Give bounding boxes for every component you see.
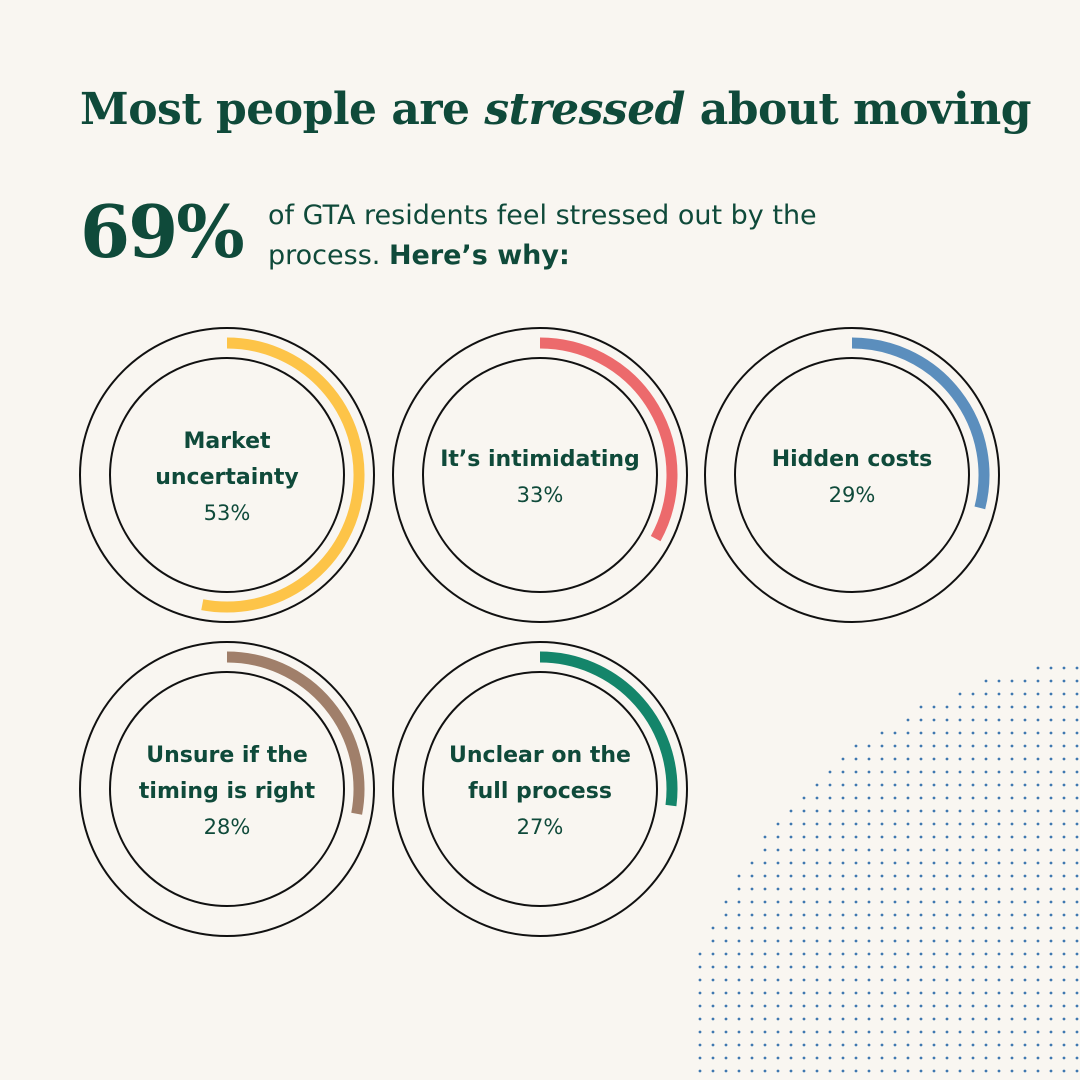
title-emphasis: stressed	[484, 84, 685, 135]
ring-inner-outline	[109, 357, 345, 593]
ring-inner-outline	[422, 671, 658, 907]
progress-arc	[539, 337, 678, 542]
ring-label: Market	[183, 429, 271, 454]
ring-item: Unclear on the full process 27%	[392, 641, 688, 937]
ring-value-label: 33%	[517, 483, 564, 507]
progress-arc	[226, 651, 365, 815]
headline-stat-value: 69%	[80, 189, 245, 274]
ring-item: Market uncertainty 53%	[79, 327, 375, 623]
ring-item: Unsure if the timing is right 28%	[79, 641, 375, 937]
ring-inner-outline	[109, 671, 345, 907]
ring-label: full process	[468, 779, 612, 804]
ring-value-label: 28%	[204, 815, 251, 839]
ring-inner-outline	[422, 357, 658, 593]
ring-outer-outline	[392, 327, 688, 623]
ring-item: Hidden costs 29%	[704, 327, 1000, 623]
page-title: Most people are stressed about moving	[80, 84, 1031, 135]
ring-value-label: 27%	[517, 815, 564, 839]
ring-outer-outline	[704, 327, 1000, 623]
ring-outer-outline	[79, 641, 375, 937]
stat-description: of GTA residents feel stressed out by th…	[268, 200, 817, 271]
stat-emphasis: Here’s why:	[388, 240, 570, 271]
ring-label: Unsure if the	[146, 743, 308, 768]
headline-stat-text: of GTA residents feel stressed out by th…	[268, 196, 868, 276]
ring-inner-outline	[734, 357, 970, 593]
progress-arc	[201, 337, 365, 613]
progress-arc	[851, 337, 990, 510]
ring-outer-outline	[79, 327, 375, 623]
ring-value-label: 29%	[829, 483, 876, 507]
title-part-before: Most people are	[80, 84, 485, 135]
ring-value-label: 53%	[204, 501, 251, 525]
ring-item: It’s intimidating 33%	[392, 327, 688, 623]
ring-label: Hidden costs	[772, 447, 933, 472]
ring-label: timing is right	[139, 779, 316, 804]
ring-label: uncertainty	[155, 465, 299, 490]
ring-label: Unclear on the	[449, 743, 631, 768]
ring-outer-outline	[392, 641, 688, 937]
title-part-after: about moving	[684, 84, 1032, 135]
ring-label: It’s intimidating	[440, 447, 640, 472]
progress-arc	[539, 651, 678, 807]
